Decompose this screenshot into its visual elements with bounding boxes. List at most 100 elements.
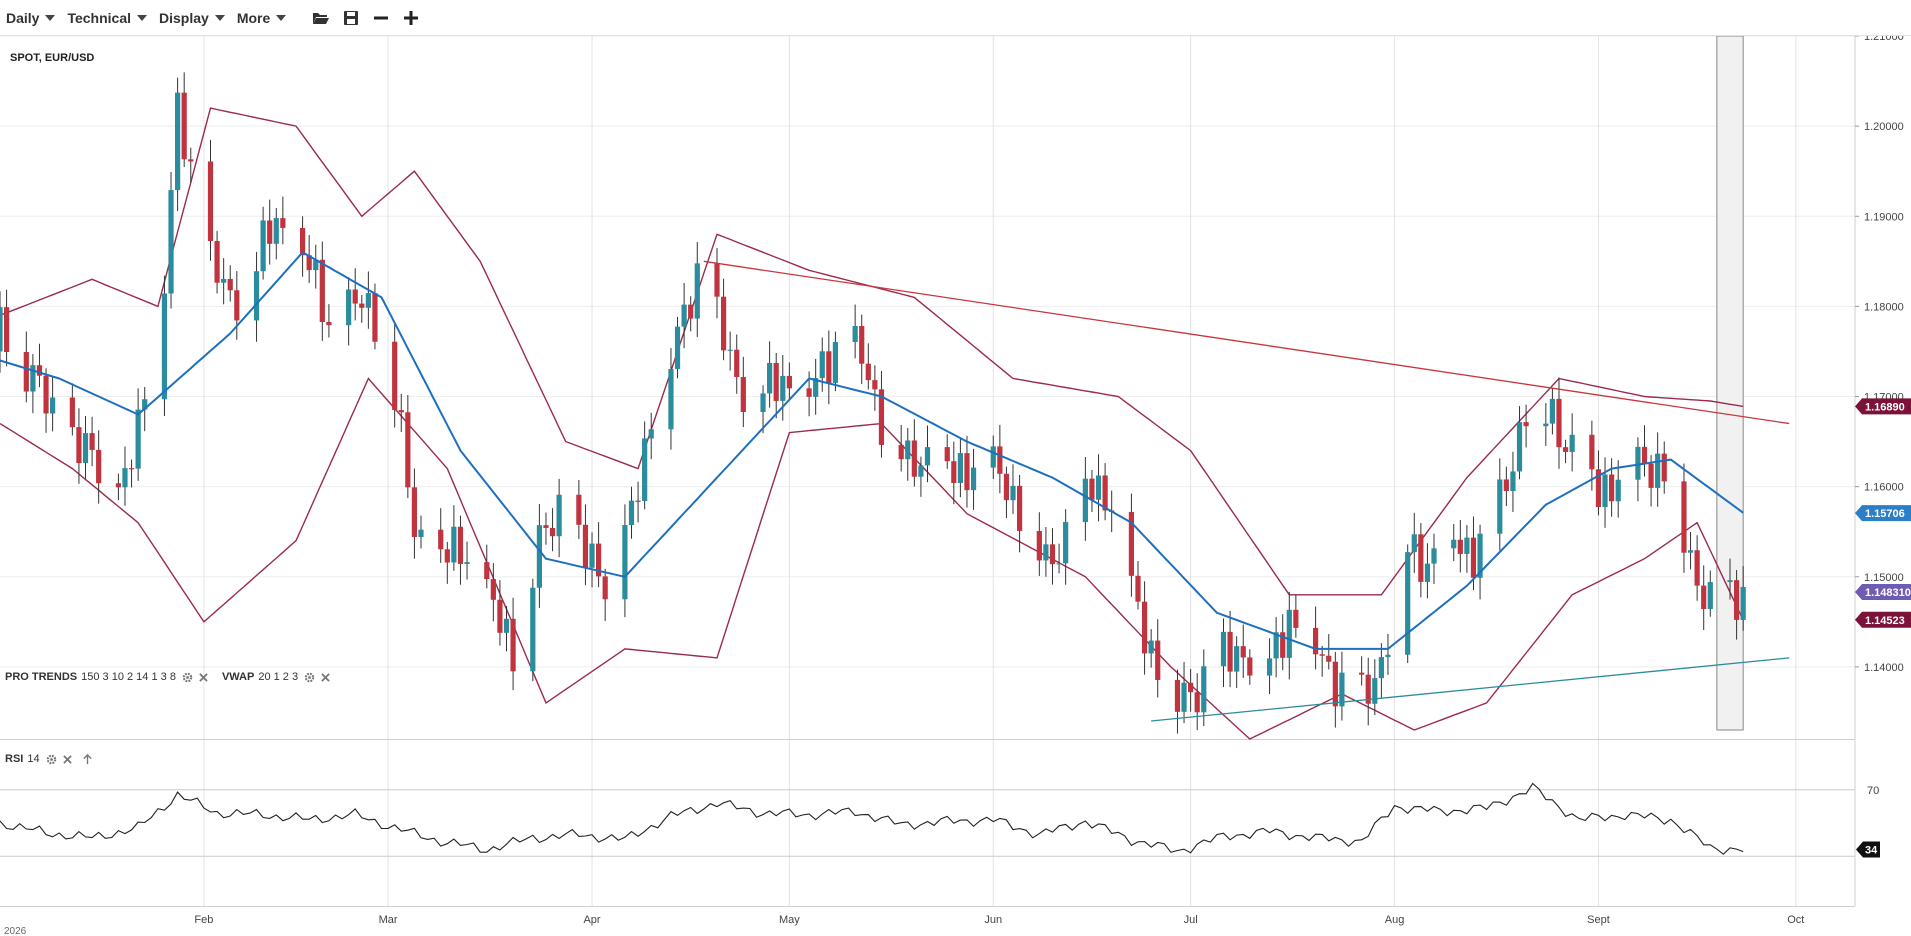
- candle-65: [595, 522, 602, 588]
- save-icon: [344, 10, 359, 25]
- candle-body: [221, 278, 227, 283]
- candle-64: [589, 532, 595, 588]
- candle-body: [1359, 672, 1365, 675]
- candle-165: [1516, 406, 1523, 480]
- zoom-out-button[interactable]: [366, 3, 396, 33]
- candle-108: [997, 424, 1003, 494]
- candle-14: [128, 459, 135, 488]
- candle-body: [1155, 640, 1161, 680]
- menu-technical[interactable]: Technical: [61, 0, 153, 35]
- candle-38: [352, 268, 358, 321]
- candle-body: [69, 397, 75, 428]
- candle-17: [161, 275, 168, 417]
- candle-body: [1431, 548, 1437, 564]
- candle-body: [497, 599, 503, 633]
- candle-body: [1569, 434, 1575, 452]
- candle-body: [1148, 640, 1154, 654]
- candle-88: [813, 358, 819, 415]
- candle-49: [451, 505, 457, 571]
- candle-body: [1503, 479, 1509, 491]
- candle-169: [1556, 377, 1562, 469]
- candle-body: [1727, 580, 1733, 583]
- candle-body: [1694, 550, 1700, 586]
- badge-lower-band-shape: [1855, 611, 1911, 628]
- pro-trends-params: 150 3 10 2 14 1 3 8: [81, 671, 176, 683]
- menu-more[interactable]: More: [231, 0, 292, 35]
- candle-body: [635, 500, 641, 502]
- candle-body: [1181, 682, 1187, 712]
- zoom-in-button[interactable]: [396, 3, 426, 33]
- candle-body: [1174, 679, 1181, 712]
- badge-vwap: 1.15706: [1855, 505, 1911, 522]
- rsi-move-up-button[interactable]: [82, 753, 93, 765]
- candle-body: [214, 241, 220, 283]
- candle-97: [898, 425, 904, 472]
- candle-92: [852, 304, 858, 359]
- vwap-remove-button[interactable]: [321, 672, 330, 682]
- save-button[interactable]: [336, 3, 366, 33]
- pro-trends-settings-button[interactable]: [182, 672, 193, 683]
- menu-daily[interactable]: Daily: [0, 0, 61, 35]
- candle-body: [1687, 550, 1694, 553]
- candle-body: [642, 438, 648, 502]
- candle-body: [1128, 511, 1135, 576]
- candle-body: [905, 440, 911, 460]
- candle-73: [674, 316, 681, 379]
- open-button[interactable]: [306, 3, 336, 33]
- candle-body: [457, 526, 464, 564]
- candle-body: [628, 500, 635, 526]
- candle-body: [826, 351, 832, 383]
- time-axis: Feb Mar Apr May Jun Jul Aug Sept Oct 2026: [4, 914, 1804, 936]
- candle-119: [1095, 454, 1102, 522]
- candle-body: [1082, 478, 1088, 523]
- x-tick-label-4: Jun: [984, 914, 1002, 926]
- candle-body: [280, 218, 286, 228]
- candle-52: [484, 544, 490, 589]
- candle-body: [589, 543, 595, 568]
- candle-74: [681, 283, 687, 349]
- candle-body: [392, 341, 398, 411]
- candle-body: [911, 440, 917, 477]
- vwap-settings-button[interactable]: [304, 672, 315, 683]
- candle-69: [635, 481, 641, 523]
- menu-display[interactable]: Display: [153, 0, 231, 35]
- close-icon: [62, 754, 72, 764]
- candle-94: [865, 343, 871, 390]
- candle-body: [556, 494, 562, 537]
- candle-115: [1056, 543, 1062, 574]
- rsi-settings-button[interactable]: [46, 754, 57, 765]
- candle-6: [50, 375, 56, 432]
- candle-body: [1740, 586, 1746, 620]
- folder-open-icon: [313, 12, 330, 24]
- candle-181: [1661, 441, 1667, 494]
- candle-39: [359, 295, 365, 323]
- rsi-remove-button[interactable]: [62, 754, 72, 764]
- candle-133: [1227, 610, 1233, 688]
- candle-161: [1477, 524, 1483, 600]
- candle-112: [1036, 512, 1042, 576]
- bollinger-upper: [0, 107, 1744, 596]
- candle-body: [786, 375, 792, 389]
- candle-body: [1418, 534, 1424, 582]
- candle-29: [267, 199, 273, 265]
- year-label: 2026: [4, 926, 27, 936]
- candle-body: [451, 526, 457, 563]
- candle-body: [530, 587, 536, 672]
- candle-21: [188, 147, 194, 183]
- candle-body: [1043, 544, 1049, 561]
- candle-153: [1411, 512, 1417, 573]
- candle-body: [1326, 655, 1332, 662]
- candle-43: [398, 393, 404, 432]
- x-tick-label-7: Sept: [1587, 914, 1610, 926]
- candle-82: [760, 385, 766, 434]
- pro-trends-remove-button[interactable]: [199, 672, 208, 682]
- price-chart[interactable]: 1.210001.200001.190001.180001.170001.160…: [0, 36, 1911, 936]
- candle-body: [1332, 661, 1338, 707]
- candle-77: [714, 248, 720, 319]
- candle-body: [175, 92, 181, 191]
- candle-177: [1635, 437, 1641, 502]
- candle-116: [1063, 509, 1069, 585]
- candle-162: [1497, 458, 1503, 551]
- candle-body: [549, 527, 556, 537]
- candle-140: [1286, 591, 1292, 680]
